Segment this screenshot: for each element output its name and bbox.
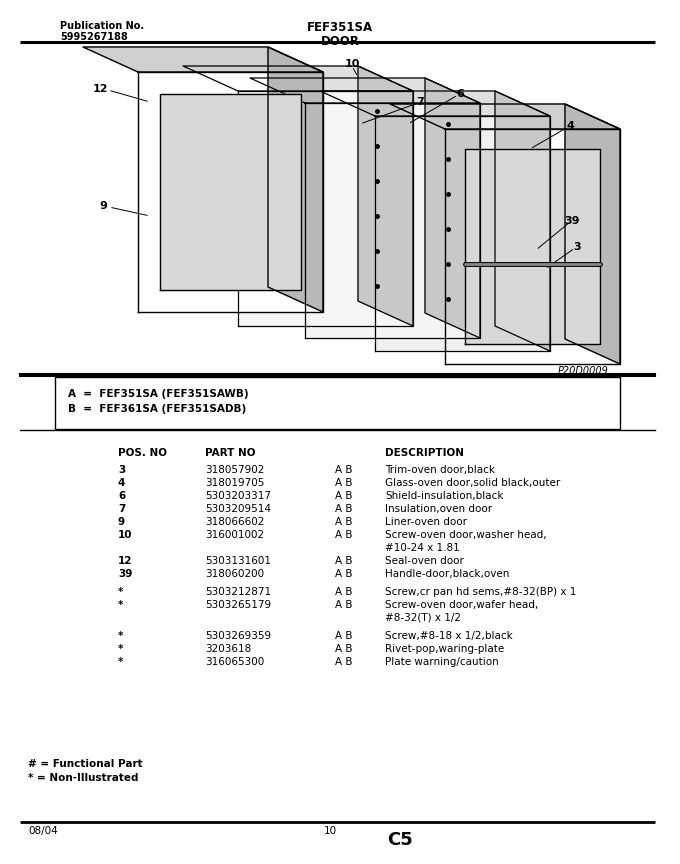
Text: 5303131601: 5303131601: [205, 556, 271, 566]
Text: Seal-oven door: Seal-oven door: [385, 556, 464, 566]
Text: A  =  FEF351SA (FEF351SAWB): A = FEF351SA (FEF351SAWB): [68, 389, 249, 399]
Polygon shape: [268, 47, 323, 312]
Text: 318057902: 318057902: [205, 465, 265, 475]
Text: 08/04: 08/04: [28, 826, 58, 836]
Text: #10-24 x 1.81: #10-24 x 1.81: [385, 543, 460, 553]
Text: 5303212871: 5303212871: [205, 587, 271, 597]
Text: 39: 39: [118, 569, 133, 579]
Text: 318060200: 318060200: [205, 569, 264, 579]
Text: *: *: [118, 600, 123, 610]
Text: Rivet-pop,waring-plate: Rivet-pop,waring-plate: [385, 644, 505, 654]
Polygon shape: [465, 149, 600, 344]
Text: 5303209514: 5303209514: [205, 504, 271, 514]
Text: 10: 10: [118, 530, 133, 540]
Text: A B: A B: [335, 569, 352, 579]
Text: 318019705: 318019705: [205, 478, 265, 488]
Text: DESCRIPTION: DESCRIPTION: [385, 448, 464, 458]
Text: POS. NO: POS. NO: [118, 448, 167, 458]
Text: A B: A B: [335, 600, 352, 610]
Text: *: *: [118, 657, 123, 667]
Text: Plate warning/caution: Plate warning/caution: [385, 657, 498, 667]
Text: A B: A B: [335, 517, 352, 527]
Polygon shape: [320, 91, 550, 116]
Text: 12: 12: [92, 84, 107, 94]
Text: A B: A B: [335, 504, 352, 514]
Text: 318066602: 318066602: [205, 517, 265, 527]
Text: # = Functional Part: # = Functional Part: [28, 759, 143, 769]
Text: A B: A B: [335, 478, 352, 488]
Text: Screw,#8-18 x 1/2,black: Screw,#8-18 x 1/2,black: [385, 631, 513, 641]
Text: 4: 4: [118, 478, 125, 488]
Text: 10: 10: [324, 826, 337, 836]
Polygon shape: [358, 66, 413, 326]
Polygon shape: [495, 91, 550, 351]
Polygon shape: [160, 94, 301, 290]
Text: A B: A B: [335, 530, 352, 540]
Text: 6: 6: [456, 89, 464, 99]
Polygon shape: [238, 91, 413, 326]
Text: 3: 3: [573, 242, 581, 252]
Text: FEF351SA: FEF351SA: [307, 21, 373, 34]
Polygon shape: [375, 116, 550, 351]
Text: B  =  FEF361SA (FEF351SADB): B = FEF361SA (FEF351SADB): [68, 404, 246, 414]
Text: * = Non-Illustrated: * = Non-Illustrated: [28, 773, 139, 783]
Polygon shape: [305, 103, 480, 338]
Text: 3: 3: [118, 465, 125, 475]
Text: 9: 9: [99, 201, 107, 211]
Text: A B: A B: [335, 491, 352, 501]
Text: Publication No.: Publication No.: [60, 21, 144, 31]
Text: 5303203317: 5303203317: [205, 491, 271, 501]
Text: *: *: [118, 644, 123, 654]
Text: PART NO: PART NO: [205, 448, 256, 458]
Text: Handle-door,black,oven: Handle-door,black,oven: [385, 569, 509, 579]
Text: Screw-oven door,washer head,: Screw-oven door,washer head,: [385, 530, 547, 540]
Text: Glass-oven door,solid black,outer: Glass-oven door,solid black,outer: [385, 478, 560, 488]
Text: #8-32(T) x 1/2: #8-32(T) x 1/2: [385, 613, 461, 623]
Text: Liner-oven door: Liner-oven door: [385, 517, 467, 527]
Text: A B: A B: [335, 657, 352, 667]
Text: A B: A B: [335, 587, 352, 597]
Text: Shield-insulation,black: Shield-insulation,black: [385, 491, 503, 501]
Text: A B: A B: [335, 644, 352, 654]
Text: 4: 4: [566, 121, 574, 131]
Polygon shape: [565, 104, 620, 364]
Text: Insulation,oven door: Insulation,oven door: [385, 504, 492, 514]
Text: *: *: [118, 587, 123, 597]
Polygon shape: [138, 72, 323, 312]
Text: A B: A B: [335, 556, 352, 566]
Polygon shape: [183, 66, 413, 91]
Text: Trim-oven door,black: Trim-oven door,black: [385, 465, 495, 475]
Text: C5: C5: [387, 831, 413, 849]
Text: 5995267188: 5995267188: [60, 32, 128, 42]
Text: P20D0009: P20D0009: [558, 366, 609, 376]
Text: Screw-oven door,wafer head,: Screw-oven door,wafer head,: [385, 600, 539, 610]
Text: 9: 9: [118, 517, 125, 527]
Text: A B: A B: [335, 631, 352, 641]
Polygon shape: [83, 47, 323, 72]
Text: 10: 10: [344, 59, 360, 69]
Text: 316065300: 316065300: [205, 657, 265, 667]
Text: 6: 6: [118, 491, 125, 501]
Text: 5303269359: 5303269359: [205, 631, 271, 641]
Polygon shape: [445, 129, 620, 364]
Polygon shape: [425, 78, 480, 338]
Text: 39: 39: [564, 216, 580, 226]
Text: *: *: [118, 631, 123, 641]
Polygon shape: [250, 78, 480, 103]
Text: A B: A B: [335, 465, 352, 475]
Text: 5303265179: 5303265179: [205, 600, 271, 610]
Text: 316001002: 316001002: [205, 530, 264, 540]
Text: Screw,cr pan hd sems,#8-32(BP) x 1: Screw,cr pan hd sems,#8-32(BP) x 1: [385, 587, 577, 597]
Text: 7: 7: [118, 504, 125, 514]
Text: DOOR: DOOR: [320, 35, 360, 48]
Polygon shape: [390, 104, 620, 129]
Text: 12: 12: [118, 556, 133, 566]
Bar: [55, 377, 620, 429]
Text: 3203618: 3203618: [205, 644, 251, 654]
Text: 7: 7: [416, 97, 424, 107]
